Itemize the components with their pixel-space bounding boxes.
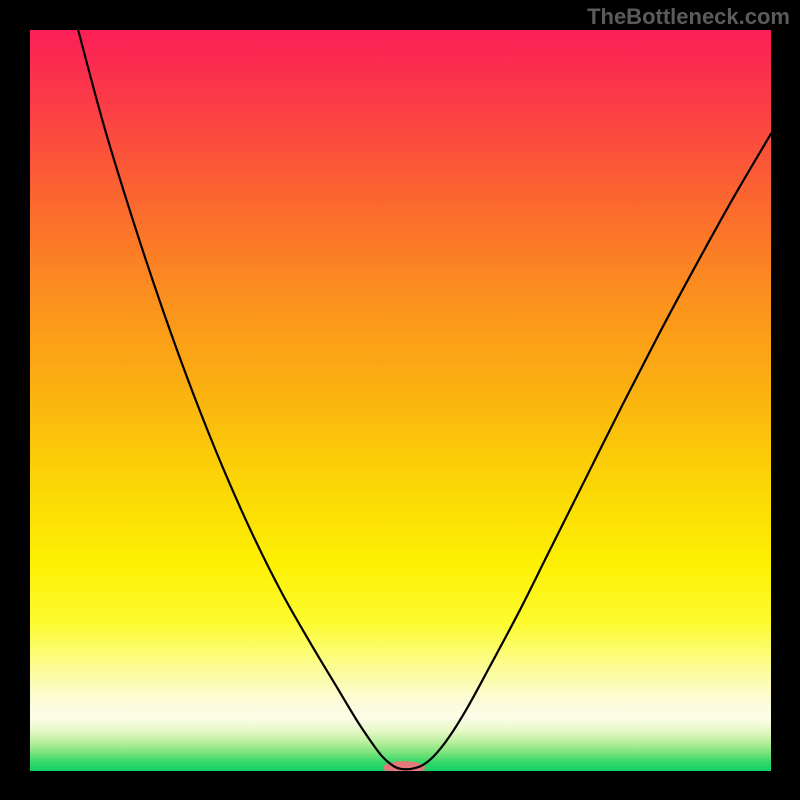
gradient-background: [30, 30, 771, 771]
plot-svg: [30, 30, 771, 771]
chart-container: TheBottleneck.com: [0, 0, 800, 800]
plot-area: [30, 30, 771, 771]
watermark-label: TheBottleneck.com: [587, 4, 790, 30]
